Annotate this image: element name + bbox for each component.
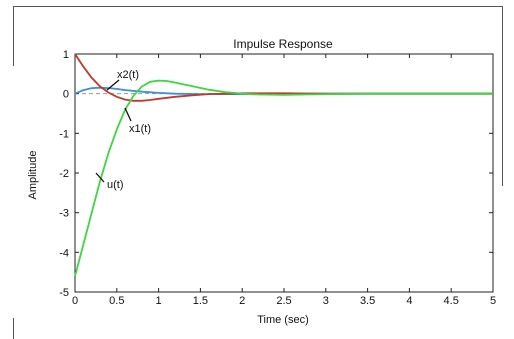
- x-tick-label: 3: [323, 295, 329, 307]
- y-tick-label: -1: [59, 128, 69, 140]
- x-tick-label: 3.5: [360, 295, 375, 307]
- x-tick-label: 2: [239, 295, 245, 307]
- annotation-label-x2t: x2(t): [117, 69, 139, 81]
- image-frame-top: [13, 6, 503, 7]
- y-tick-label: -5: [59, 287, 69, 299]
- chart-title: Impulse Response: [233, 37, 333, 51]
- x-tick-label: 2.5: [276, 295, 291, 307]
- series-line-ut: [74, 79, 493, 277]
- y-tick-label: 1: [63, 49, 69, 61]
- annotation-label-x1t: x1(t): [129, 123, 151, 135]
- annotation-arrow-ut: [95, 172, 105, 183]
- x-tick-label: 4: [406, 295, 412, 307]
- image-frame-left-lower: [13, 318, 14, 339]
- y-tick-label: -4: [59, 247, 69, 259]
- y-tick-label: -3: [59, 208, 69, 220]
- x-tick-label: 5: [490, 295, 496, 307]
- y-axis-label: Amplitude: [27, 151, 39, 200]
- y-tick-label: 0: [63, 89, 69, 101]
- x-tick-label: 1: [156, 295, 162, 307]
- x-tick-label: 1.5: [193, 295, 208, 307]
- annotation-label-ut: u(t): [107, 179, 124, 191]
- x-tick-label: 4.5: [444, 295, 459, 307]
- x-tick-label: 0: [72, 295, 78, 307]
- y-tick-label: -2: [59, 168, 69, 180]
- annotation-arrow-x2t: [106, 79, 120, 91]
- annotation-arrow-x1t: [124, 107, 132, 122]
- x-axis-label: Time (sec): [257, 314, 309, 326]
- x-tick-label: 0.5: [109, 295, 124, 307]
- plot-area-border: [74, 53, 494, 293]
- image-frame-right: [502, 6, 503, 186]
- image-frame-left: [13, 6, 14, 66]
